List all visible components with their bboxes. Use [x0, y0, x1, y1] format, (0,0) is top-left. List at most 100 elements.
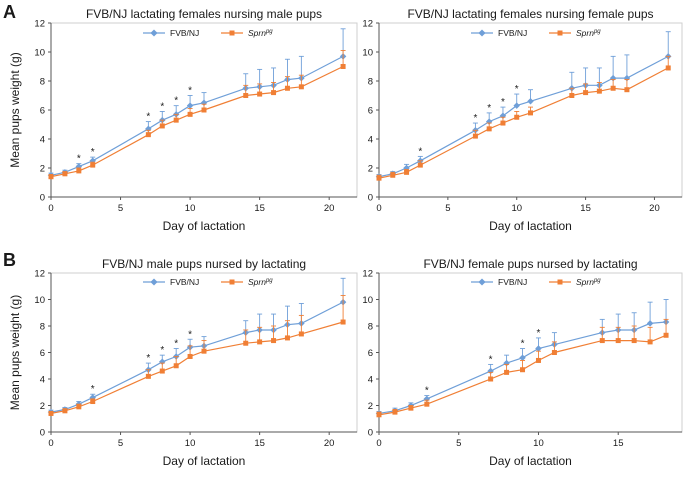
- legend-label-superscript: pg: [593, 29, 601, 35]
- y-tick-label: 10: [362, 48, 373, 59]
- data-point: [159, 123, 165, 129]
- data-point: [62, 408, 68, 414]
- x-tick-label: 20: [649, 203, 660, 214]
- y-tick-label: 0: [40, 428, 45, 439]
- data-point: [376, 175, 382, 181]
- data-point: [390, 172, 396, 178]
- legend-label-superscript: pg: [265, 278, 273, 284]
- data-point: [663, 332, 669, 338]
- panel-b-male-pups: B FVB/NJ male pups nursed by lactating 0 2 4…: [3, 250, 358, 468]
- data-point: [173, 363, 179, 369]
- x-tick-label: 15: [613, 438, 624, 449]
- data-point: [201, 348, 207, 354]
- data-point: [596, 88, 602, 94]
- significance-marker: *: [188, 86, 192, 97]
- y-tick-label: 0: [368, 428, 373, 439]
- chart-title: FVB/NJ male pups nursed by lactating: [102, 257, 306, 271]
- x-tick-label: 15: [254, 438, 265, 449]
- data-point: [376, 412, 382, 418]
- significance-marker: *: [487, 103, 491, 114]
- significance-marker: *: [537, 328, 541, 339]
- significance-marker: *: [489, 354, 493, 365]
- series-line: [50, 301, 344, 413]
- data-point: [535, 345, 542, 352]
- x-tick-label: 15: [254, 203, 265, 214]
- panel-label: A: [3, 2, 16, 22]
- data-point: [392, 409, 398, 415]
- data-point: [340, 64, 346, 69]
- x-tick-label: 5: [456, 438, 461, 449]
- y-tick-label: 8: [368, 77, 373, 88]
- legend-label-superscript: pg: [265, 29, 273, 35]
- legend-label: FVB/NJ: [498, 277, 527, 287]
- x-tick-label: 20: [324, 203, 335, 214]
- legend-marker-diamond: [150, 29, 158, 37]
- significance-marker: *: [160, 101, 164, 112]
- series-fvb-nj: [47, 277, 347, 416]
- y-tick-label: 6: [40, 106, 45, 117]
- data-point: [514, 114, 520, 120]
- data-point: [187, 111, 193, 117]
- data-point: [173, 117, 179, 123]
- x-tick-label: 10: [185, 438, 196, 449]
- data-point: [647, 339, 653, 345]
- x-tick-label: 10: [511, 203, 522, 214]
- data-point: [271, 338, 277, 344]
- series-line: [378, 55, 669, 178]
- legend-label: Sprnpg: [576, 277, 601, 287]
- y-axis-label: Mean pups weight (g): [8, 52, 22, 167]
- significance-marker: *: [515, 84, 519, 95]
- series-fvb-nj: [375, 31, 672, 180]
- data-point: [472, 133, 478, 139]
- legend-label: Sprnpg: [248, 28, 273, 38]
- x-tick-label: 0: [376, 203, 381, 214]
- y-tick-label: 10: [34, 295, 45, 306]
- y-tick-label: 12: [362, 19, 373, 30]
- panel-label: B: [3, 250, 16, 270]
- significance-marker: *: [77, 154, 81, 165]
- data-point: [665, 65, 671, 71]
- data-point: [159, 368, 165, 374]
- significance-marker: *: [146, 353, 150, 364]
- data-point: [631, 338, 637, 344]
- significance-marker: *: [91, 384, 95, 395]
- data-point: [298, 331, 304, 337]
- significance-marker: *: [501, 97, 505, 108]
- data-point: [145, 373, 151, 379]
- series-sprn-pg: [48, 50, 346, 180]
- x-tick-label: 0: [376, 438, 381, 449]
- significance-marker: *: [146, 112, 150, 123]
- data-point: [404, 169, 410, 175]
- data-point: [519, 354, 526, 362]
- legend-marker-square: [229, 279, 235, 285]
- y-axis-label: Mean pups weight (g): [8, 295, 22, 410]
- x-tick-label: 20: [324, 438, 335, 449]
- panel-a-male-pups: A FVB/NJ lactating females nursing male p…: [3, 2, 358, 233]
- y-tick-label: 6: [40, 348, 45, 359]
- x-tick-label: 15: [580, 203, 591, 214]
- x-axis-label: Day of lactation: [163, 219, 246, 233]
- y-tick-label: 2: [40, 401, 45, 412]
- y-tick-label: 8: [40, 77, 45, 88]
- y-tick-label: 10: [362, 295, 373, 306]
- x-tick-label: 5: [118, 203, 123, 214]
- legend-marker-square: [557, 279, 563, 285]
- x-tick-label: 10: [533, 438, 544, 449]
- legend-marker-diamond: [478, 278, 486, 286]
- data-point: [284, 85, 290, 91]
- data-point: [298, 84, 304, 90]
- data-point: [340, 319, 346, 325]
- data-point: [551, 350, 557, 355]
- y-tick-label: 4: [368, 375, 373, 386]
- y-tick-label: 0: [40, 193, 45, 204]
- significance-marker: *: [174, 339, 178, 350]
- legend-label: Sprnpg: [576, 28, 601, 38]
- data-point: [271, 90, 277, 96]
- data-point: [243, 93, 249, 98]
- y-tick-label: 6: [368, 348, 373, 359]
- legend-marker-diamond: [478, 29, 486, 37]
- y-tick-label: 12: [362, 269, 373, 280]
- data-point: [62, 171, 68, 177]
- data-point: [257, 339, 263, 345]
